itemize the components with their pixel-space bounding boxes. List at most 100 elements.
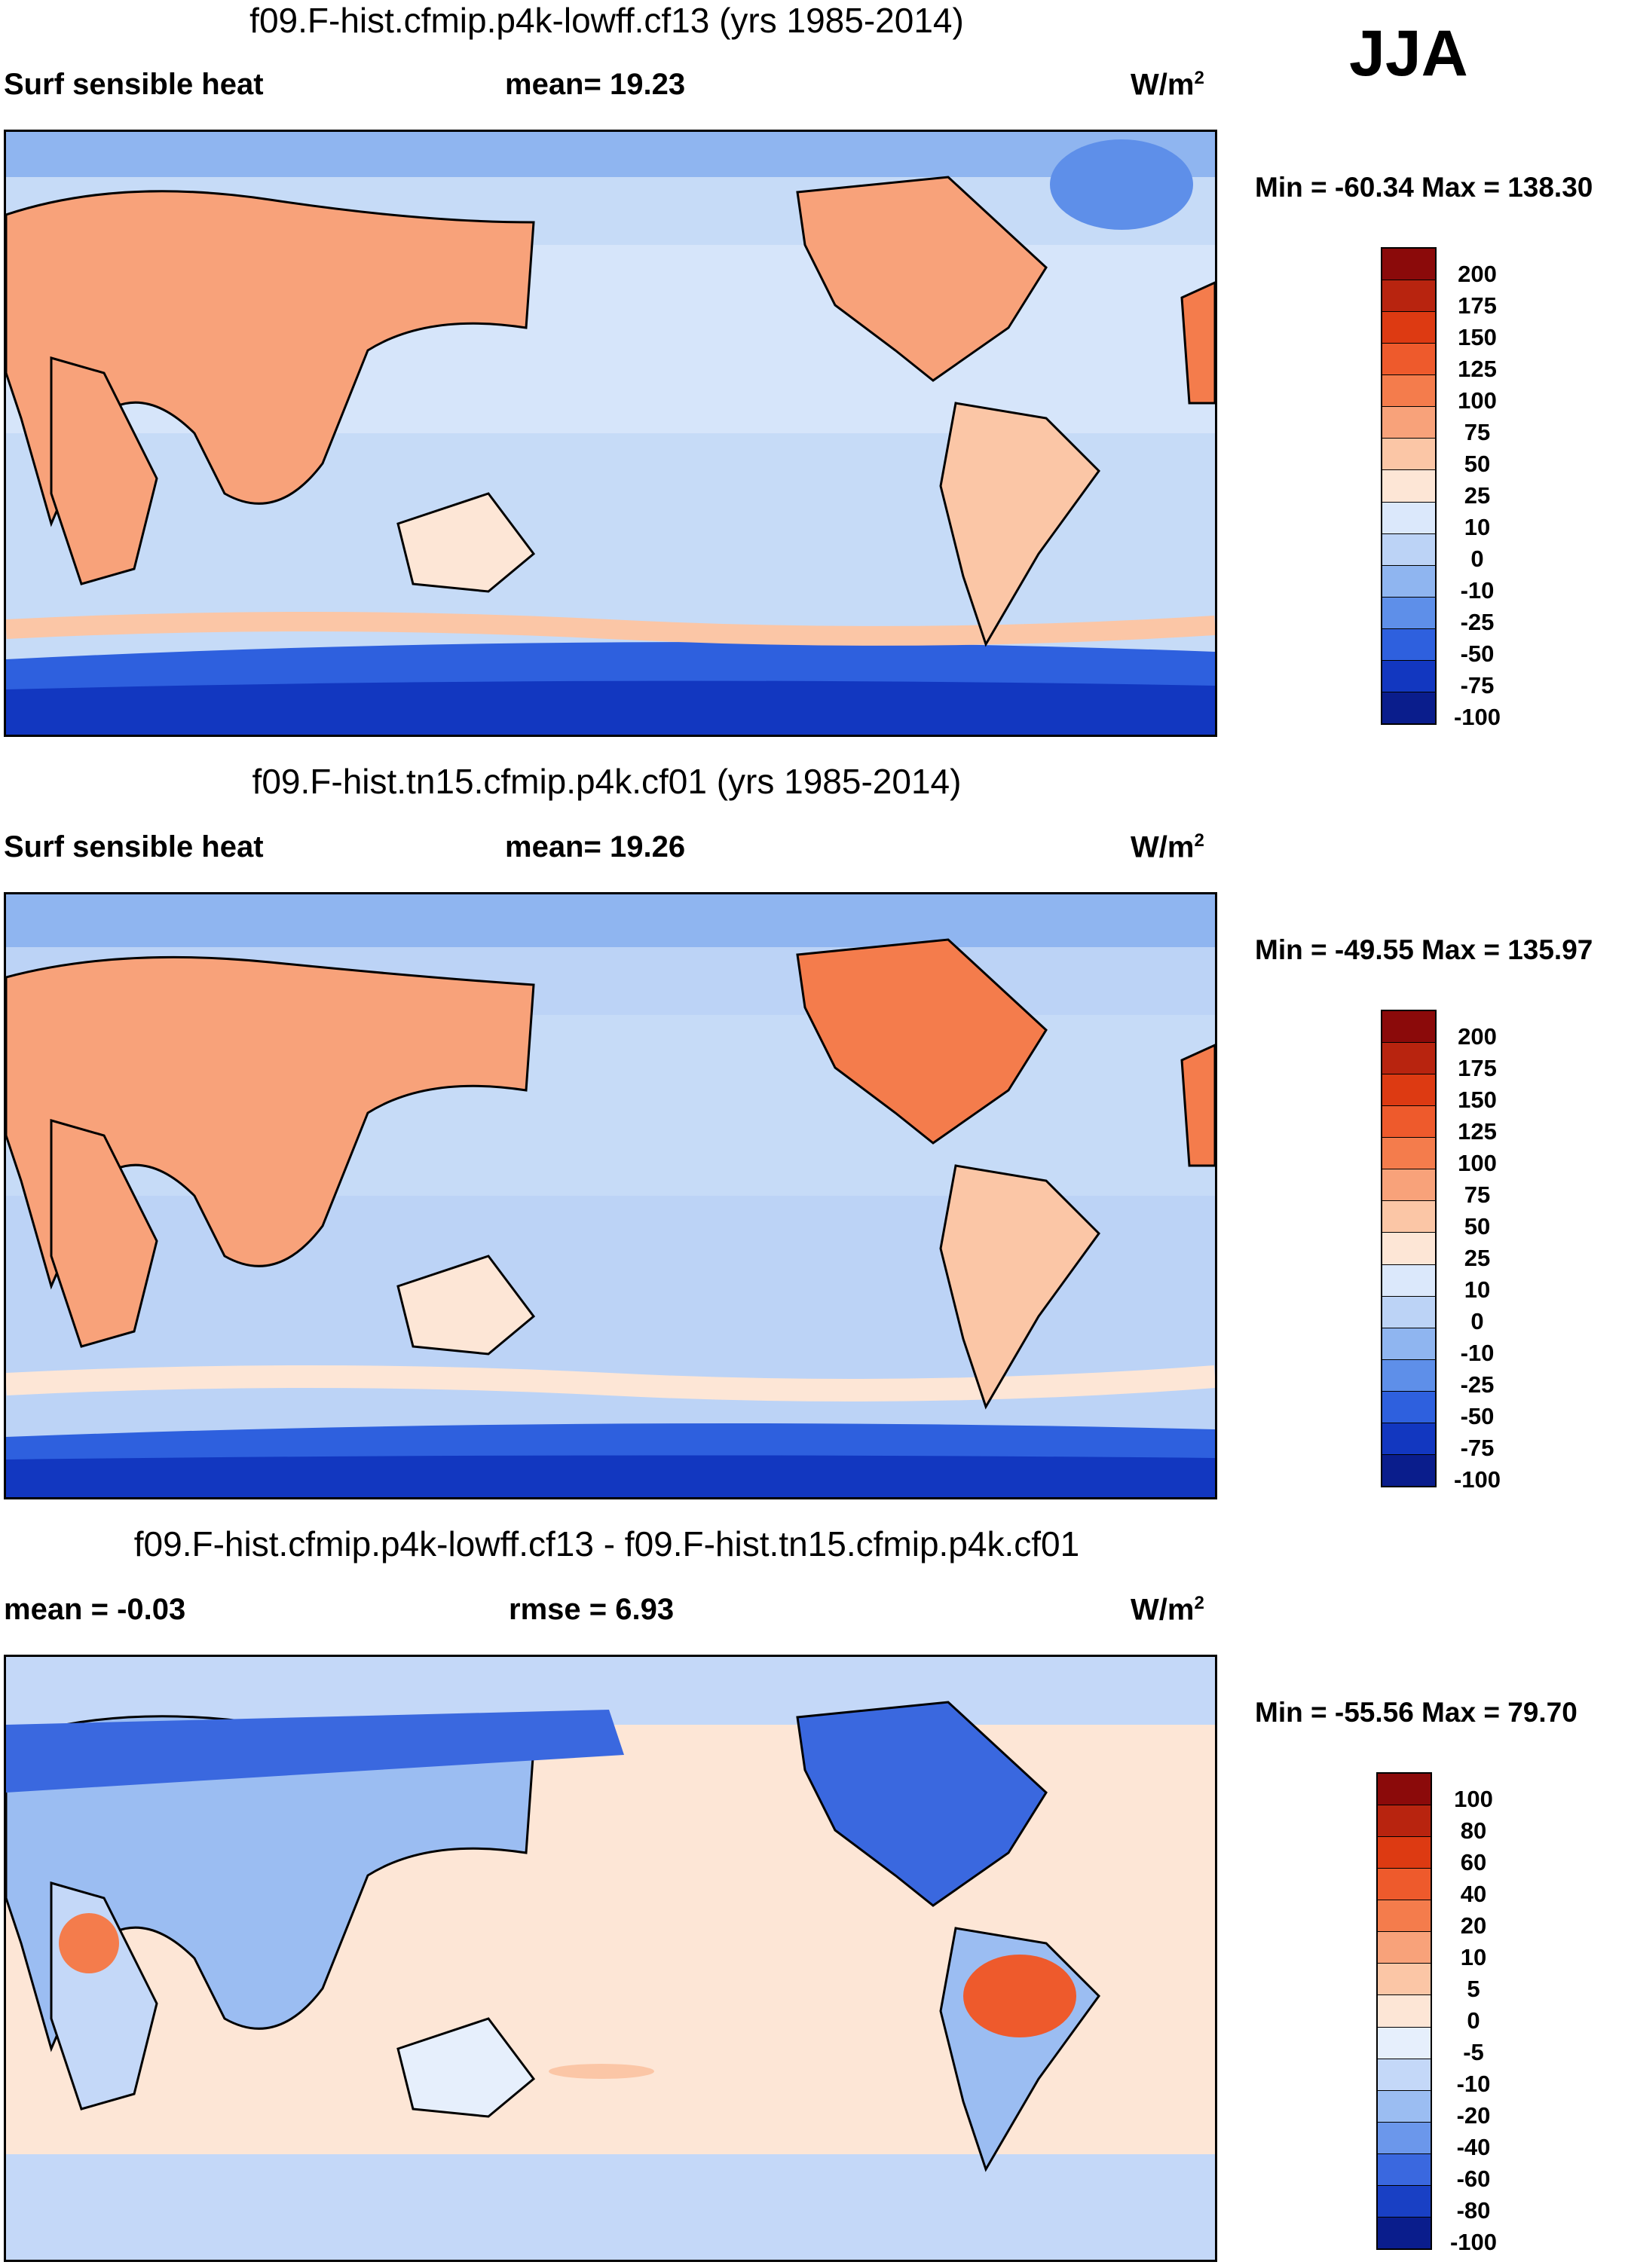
colorbar-swatch [1378,2153,1431,2185]
colorbar-swatch [1378,2121,1431,2153]
colorbar-swatch [1378,1868,1431,1900]
colorbar-swatch [1382,1264,1435,1296]
colorbar-tick-label: 10 [1460,1943,1487,1970]
colorbar-tick-label: 200 [1458,1022,1497,1050]
colorbar-tick-label: 0 [1470,545,1484,572]
colorbar-tick-label: 175 [1458,1054,1497,1081]
colorbar-swatch [1382,533,1435,565]
colorbar-swatch [1382,249,1435,280]
colorbar-tick-label: 25 [1464,1244,1491,1271]
colorbar-swatch [1382,343,1435,375]
colorbar-swatch [1382,1169,1435,1201]
colorbar-tick-label: 100 [1458,1149,1497,1176]
colorbar-tick-label: 0 [1470,1307,1484,1334]
panel-1-mean-label: mean= 19.23 [505,68,686,101]
panel-2-minmax: Min = -49.55 Max = 135.97 [1255,934,1593,965]
panel-1-units: W/m2 [1131,68,1204,102]
colorbar-tick-label: -20 [1456,2101,1491,2129]
colorbar-tick-label: -100 [1449,2228,1498,2255]
colorbar-tick-label: -75 [1460,1434,1495,1461]
panel-3-mean-label: mean = -0.03 [4,1593,186,1626]
colorbar-swatch [1382,1105,1435,1138]
colorbar-swatch [1382,628,1435,660]
panel-1-colorbar [1381,247,1437,725]
colorbar-swatch [1378,2089,1431,2122]
colorbar-tick-label: -25 [1460,1371,1495,1398]
colorbar-swatch [1378,1931,1431,1964]
colorbar-swatch [1378,1836,1431,1869]
colorbar-swatch [1382,1327,1435,1359]
colorbar-swatch [1382,1453,1435,1486]
panel-2-colorbar-labels: 200 175 150 125 100 75 50 25 10 0 -10 -25 -50 -75 -100 [1436,1010,1519,1493]
colorbar-swatch [1382,438,1435,470]
panel-2-title: f09.F-hist.tn15.cfmip.p4k.cf01 (yrs 1985… [252,762,962,801]
colorbar-swatch [1382,374,1435,407]
colorbar-tick-label: 0 [1467,2007,1480,2034]
panel-3-minmax: Min = -55.56 Max = 79.70 [1255,1697,1578,1728]
colorbar-swatch [1382,1359,1435,1391]
colorbar-tick-label: 200 [1458,260,1497,287]
panel-1-title: f09.F-hist.cfmip.p4k-lowff.cf13 (yrs 198… [249,1,964,40]
colorbar-swatch [1382,1011,1435,1043]
panel-1-colorbar-labels: 200 175 150 125 100 75 50 25 10 0 -10 -25 -50 -75 -100 [1436,247,1519,730]
colorbar-tick-label: -5 [1463,2038,1484,2065]
colorbar-tick-label: 40 [1460,1880,1487,1907]
panel-3-map [4,1655,1217,2262]
colorbar-swatch [1382,1042,1435,1074]
colorbar-tick-label: 75 [1464,1181,1491,1208]
colorbar-swatch [1378,2058,1431,2090]
colorbar-swatch [1378,2184,1431,2217]
colorbar-tick-label: 50 [1464,450,1491,477]
panel-1-map-field [6,132,1215,735]
colorbar-tick-label: 75 [1464,418,1491,445]
panel-2-map [4,892,1217,1499]
colorbar-tick-label: 80 [1460,1817,1487,1844]
panel-2-variable-label: Surf sensible heat [4,830,264,863]
colorbar-tick-label: 50 [1464,1212,1491,1239]
colorbar-tick-label: 125 [1458,1117,1497,1145]
panel-2-units: W/m2 [1131,830,1204,864]
panel-1-minmax: Min = -60.34 Max = 138.30 [1255,172,1593,203]
colorbar-tick-label: -50 [1460,640,1495,667]
colorbar-tick-label: 20 [1460,1912,1487,1939]
colorbar-tick-label: 5 [1467,1975,1480,2002]
colorbar-swatch [1378,2216,1431,2248]
colorbar-swatch [1382,311,1435,344]
colorbar-swatch [1382,564,1435,597]
colorbar-tick-label: -40 [1456,2133,1491,2160]
colorbar-tick-label: 100 [1458,387,1497,414]
panel-3-map-field [6,1657,1215,2260]
colorbar-swatch [1382,1074,1435,1106]
colorbar-swatch [1378,1805,1431,1837]
colorbar-tick-label: 60 [1460,1848,1487,1875]
colorbar-tick-label: -75 [1460,671,1495,698]
colorbar-tick-label: 10 [1464,1276,1491,1303]
colorbar-swatch [1378,1994,1431,2027]
colorbar-tick-label: -50 [1460,1402,1495,1429]
colorbar-tick-label: -25 [1460,608,1495,635]
colorbar-swatch [1378,1900,1431,1932]
colorbar-swatch [1382,691,1435,723]
colorbar-swatch [1382,280,1435,312]
colorbar-tick-label: -10 [1460,576,1495,604]
colorbar-tick-label: 175 [1458,292,1497,319]
colorbar-tick-label: -80 [1456,2196,1491,2224]
colorbar-tick-label: 150 [1458,1086,1497,1113]
colorbar-swatch [1382,469,1435,502]
colorbar-tick-label: -100 [1453,703,1501,730]
panel-2-mean-label: mean= 19.26 [505,830,686,863]
colorbar-tick-label: 100 [1454,1785,1493,1812]
colorbar-swatch [1382,1390,1435,1423]
panel-3-title: f09.F-hist.cfmip.p4k-lowff.cf13 - f09.F-… [133,1524,1080,1563]
panel-2-map-field [6,894,1215,1497]
colorbar-swatch [1382,406,1435,439]
colorbar-tick-label: 25 [1464,481,1491,509]
colorbar-swatch [1382,1200,1435,1233]
colorbar-swatch [1382,1295,1435,1328]
colorbar-tick-label: 150 [1458,323,1497,350]
panel-3-colorbar [1376,1772,1432,2250]
panel-3-rmse-label: rmse = 6.93 [509,1593,675,1626]
colorbar-tick-label: -10 [1460,1339,1495,1366]
colorbar-swatch [1382,1232,1435,1264]
panel-2-colorbar [1381,1010,1437,1487]
